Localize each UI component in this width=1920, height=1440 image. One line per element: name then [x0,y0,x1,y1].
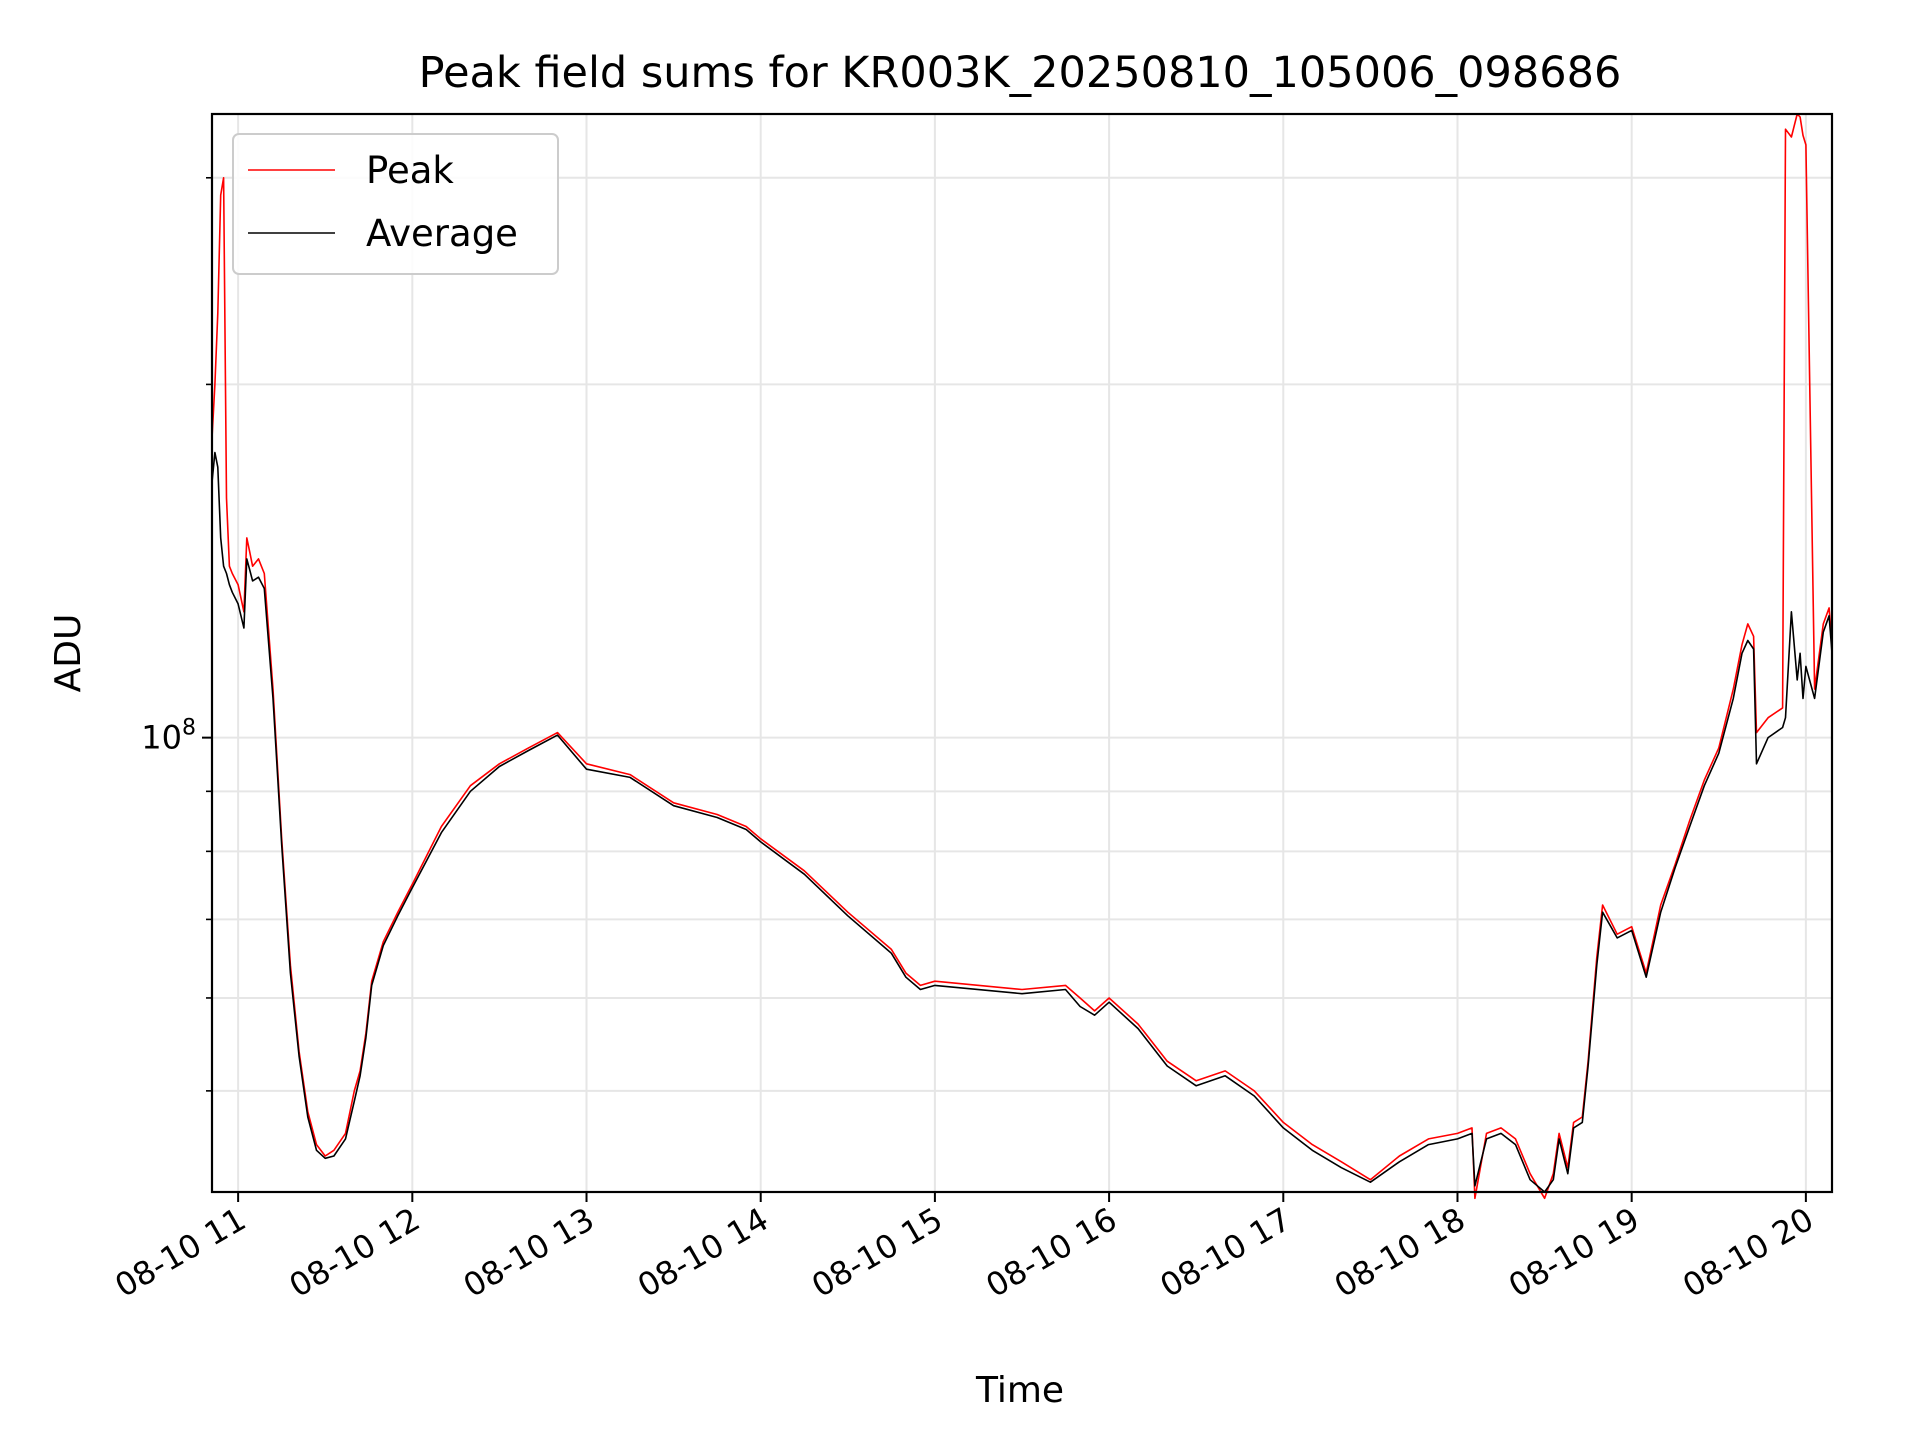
legend-average-label: Average [366,212,518,255]
series-layer [211,113,1833,1200]
chart-title: Peak field sums for KR003K_20250810_1050… [419,48,1622,98]
legend-box [232,133,559,275]
y-axis-label: ADU [48,614,89,693]
plot-frame [210,112,1834,1194]
legend: Peak Average [232,133,559,275]
x-axis-label: Time [975,1370,1064,1411]
legend-peak-label: Peak [366,149,454,192]
grid-layer [212,114,1832,1192]
series-line-average [211,451,1833,1193]
y-tick-exponent: 8 [182,716,196,741]
